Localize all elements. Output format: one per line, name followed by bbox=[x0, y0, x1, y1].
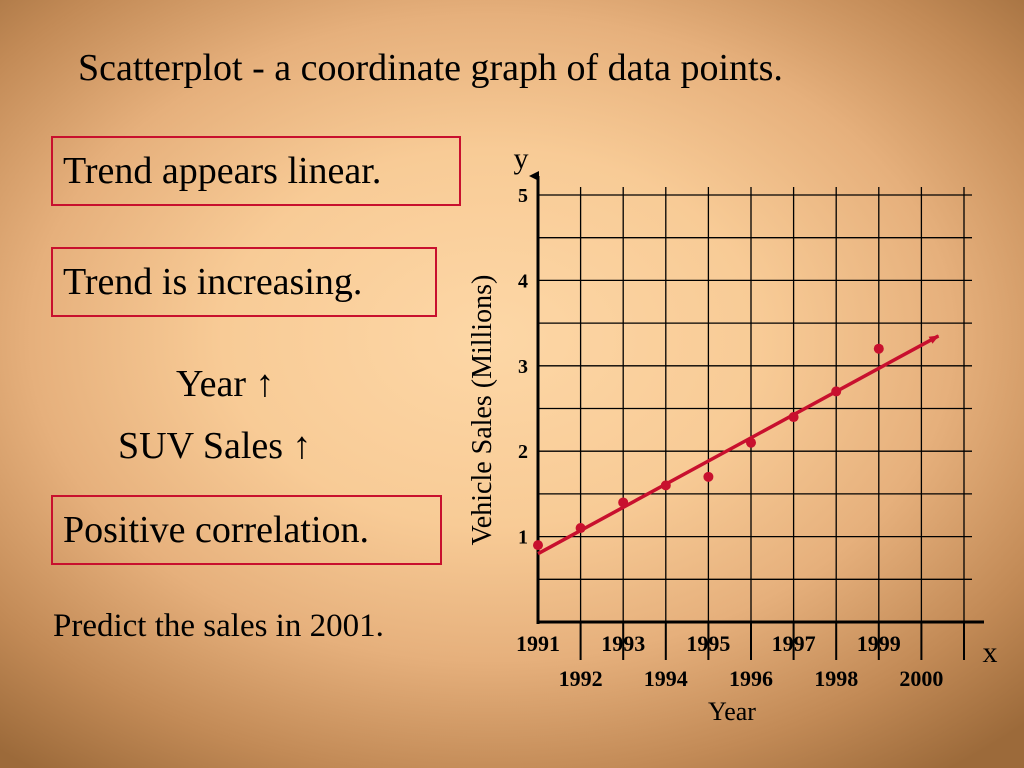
data-point bbox=[746, 437, 756, 448]
y-tick-label: 5 bbox=[518, 185, 528, 207]
data-point bbox=[660, 480, 671, 491]
data-point bbox=[873, 343, 884, 354]
slide-title: Scatterplot - a coordinate graph of data… bbox=[78, 47, 783, 89]
chart-grid bbox=[538, 187, 972, 622]
x-axis-symbol: x bbox=[983, 636, 998, 669]
positive-correlation-box: Positive correlation. bbox=[51, 495, 442, 565]
x-tick-label: 1995 bbox=[686, 631, 730, 656]
linear-trend-box: Trend appears linear. bbox=[51, 136, 461, 206]
data-point bbox=[533, 540, 543, 551]
data-point bbox=[831, 386, 842, 397]
data-point bbox=[618, 497, 629, 508]
y-tick-label: 4 bbox=[518, 270, 528, 292]
year-up-text: Year ↑ bbox=[176, 363, 275, 405]
suv-sales-up-text: SUV Sales ↑ bbox=[118, 425, 312, 467]
x-tick-label: 1991 bbox=[516, 631, 560, 656]
y-axis-label: Vehicle Sales (Millions) bbox=[467, 275, 498, 546]
y-tick-label: 1 bbox=[518, 527, 528, 549]
x-tick-label: 1996 bbox=[729, 666, 773, 691]
chart-axes bbox=[529, 171, 984, 660]
data-point bbox=[788, 412, 799, 423]
data-point bbox=[703, 471, 714, 482]
data-point bbox=[575, 523, 586, 534]
x-tick-label: 2000 bbox=[899, 666, 943, 691]
y-tick-label: 3 bbox=[518, 356, 528, 378]
x-axis-label: Year bbox=[708, 697, 756, 726]
x-tick-label: 1992 bbox=[559, 666, 603, 691]
x-tick-label: 1997 bbox=[772, 631, 816, 656]
trend-line bbox=[537, 334, 940, 556]
chart-labels: 1 2 3 4 5 1991 1992 1993 1994 1995 1996 1997 1998 199… bbox=[467, 142, 998, 726]
chart-marks bbox=[533, 334, 940, 556]
x-tick-label: 1998 bbox=[814, 666, 858, 691]
x-tick-label: 1994 bbox=[644, 666, 688, 691]
x-tick-label: 1999 bbox=[857, 631, 901, 656]
y-axis-symbol: y bbox=[514, 142, 529, 175]
y-tick-label: 2 bbox=[518, 441, 528, 463]
x-tick-label: 1993 bbox=[601, 631, 645, 656]
increasing-trend-box: Trend is increasing. bbox=[51, 247, 437, 317]
prediction-prompt: Predict the sales in 2001. bbox=[53, 608, 384, 644]
